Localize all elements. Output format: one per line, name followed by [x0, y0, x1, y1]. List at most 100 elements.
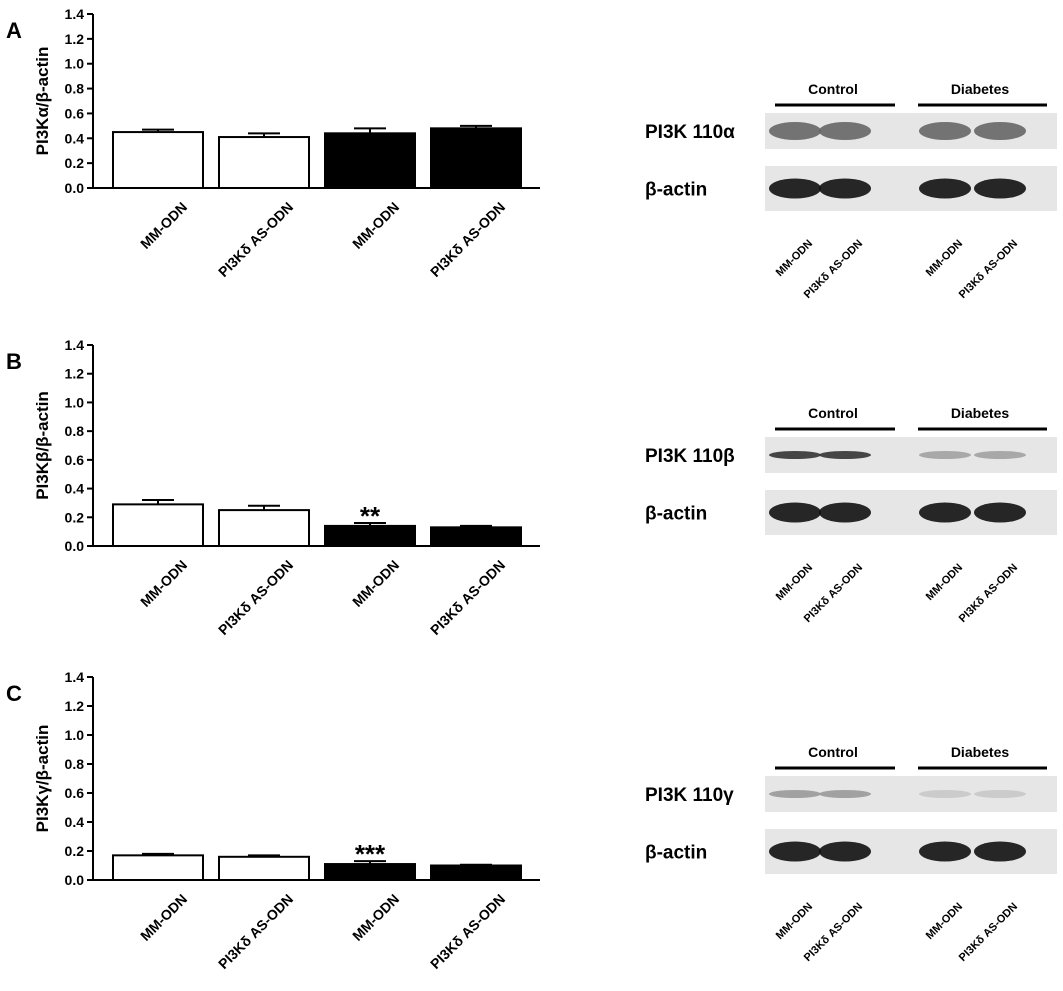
lane-label: MM-ODN [774, 238, 815, 279]
y-tick-label: 0.0 [65, 872, 85, 888]
y-axis-label: PI3Kα/β-actin [33, 47, 52, 156]
y-axis-label: PI3Kβ/β-actin [33, 391, 52, 500]
x-tick-label: MM-ODN [349, 891, 402, 944]
lane-label: MM-ODN [924, 901, 965, 942]
lane-label: PI3Kδ AS-ODN [957, 562, 1020, 625]
bar [324, 524, 416, 548]
blot-band [919, 451, 971, 459]
blot-band [769, 841, 821, 862]
y-tick-label: 1.4 [65, 6, 85, 22]
row-label: PI3K 110γ [645, 785, 734, 806]
y-tick-label: 0.0 [65, 180, 85, 196]
bar [430, 127, 522, 189]
lane-label: MM-ODN [774, 562, 815, 603]
blot-band [919, 502, 971, 523]
significance: ** [360, 501, 381, 531]
blot-band [974, 122, 1026, 140]
blot-band [919, 122, 971, 140]
blot-band [819, 841, 871, 862]
x-tick-label: PI3Kδ AS-ODN [215, 199, 296, 280]
bar [218, 136, 310, 190]
y-tick-label: 0.8 [65, 423, 85, 439]
blot-band [919, 841, 971, 862]
bar [324, 132, 416, 189]
y-tick-label: 1.2 [65, 366, 85, 382]
row-label: β-actin [645, 843, 707, 864]
y-tick-label: 1.0 [65, 56, 85, 72]
blot-band [919, 178, 971, 199]
blot-band [974, 841, 1026, 862]
row-label: β-actin [645, 180, 707, 201]
blot-band [919, 790, 971, 798]
x-tick-label: PI3Kδ AS-ODN [215, 557, 296, 638]
y-tick-label: 1.2 [65, 31, 85, 47]
y-tick-label: 1.0 [65, 727, 85, 743]
bar [324, 863, 416, 881]
blot-band [974, 178, 1026, 199]
y-tick-label: 0.2 [65, 155, 85, 171]
group-label: Control [808, 744, 858, 760]
y-axis-label: PI3Kγ/β-actin [33, 725, 52, 833]
blot-band [974, 502, 1026, 523]
row-label: PI3K 110β [645, 446, 735, 467]
lane-label: PI3Kδ AS-ODN [957, 901, 1020, 964]
y-tick-label: 0.6 [65, 105, 85, 121]
blot-band [819, 502, 871, 523]
y-tick-label: 1.4 [65, 669, 85, 685]
blot-band [769, 178, 821, 199]
bar [430, 864, 522, 881]
group-label: Diabetes [951, 405, 1010, 421]
bar [112, 131, 204, 189]
lane-label: MM-ODN [924, 562, 965, 603]
y-tick-label: 0.4 [65, 481, 85, 497]
bar [218, 509, 310, 548]
significance: *** [355, 839, 386, 869]
x-tick-label: MM-ODN [137, 199, 190, 252]
blot-band [819, 451, 871, 459]
blot-band [819, 178, 871, 199]
y-tick-label: 0.6 [65, 785, 85, 801]
row-label: PI3K 110α [645, 122, 735, 143]
y-tick-label: 0.8 [65, 81, 85, 97]
blot-band [974, 451, 1026, 459]
blot-band [769, 502, 821, 523]
y-tick-label: 1.2 [65, 698, 85, 714]
y-tick-label: 1.0 [65, 394, 85, 410]
bar [112, 854, 204, 881]
y-tick-label: 0.4 [65, 130, 85, 146]
panel-label: C [6, 681, 22, 706]
group-label: Diabetes [951, 744, 1010, 760]
group-label: Diabetes [951, 81, 1010, 97]
y-tick-label: 0.4 [65, 814, 85, 830]
panel-label: A [6, 18, 22, 43]
group-label: Control [808, 405, 858, 421]
blot-band [819, 122, 871, 140]
x-tick-label: MM-ODN [137, 891, 190, 944]
x-tick-label: MM-ODN [137, 557, 190, 610]
bar [218, 855, 310, 881]
y-tick-label: 0.2 [65, 843, 85, 859]
lane-label: MM-ODN [924, 238, 965, 279]
row-label: β-actin [645, 504, 707, 525]
blot-band [769, 451, 821, 459]
x-tick-label: PI3Kδ AS-ODN [427, 891, 508, 972]
y-tick-label: 0.6 [65, 452, 85, 468]
y-tick-label: 0.0 [65, 538, 85, 554]
blot-band [769, 122, 821, 140]
x-tick-label: PI3Kδ AS-ODN [427, 557, 508, 638]
x-tick-label: PI3Kδ AS-ODN [427, 199, 508, 280]
lane-label: PI3Kδ AS-ODN [957, 238, 1020, 301]
y-tick-label: 1.4 [65, 337, 85, 353]
x-tick-label: MM-ODN [349, 199, 402, 252]
panel-label: B [6, 349, 22, 374]
bar [430, 526, 522, 547]
blot-band [974, 790, 1026, 798]
group-label: Control [808, 81, 858, 97]
blot-band [819, 790, 871, 798]
x-tick-label: MM-ODN [349, 557, 402, 610]
bar [112, 503, 204, 548]
x-tick-label: PI3Kδ AS-ODN [215, 891, 296, 972]
y-tick-label: 0.2 [65, 509, 85, 525]
y-tick-label: 0.8 [65, 756, 85, 772]
